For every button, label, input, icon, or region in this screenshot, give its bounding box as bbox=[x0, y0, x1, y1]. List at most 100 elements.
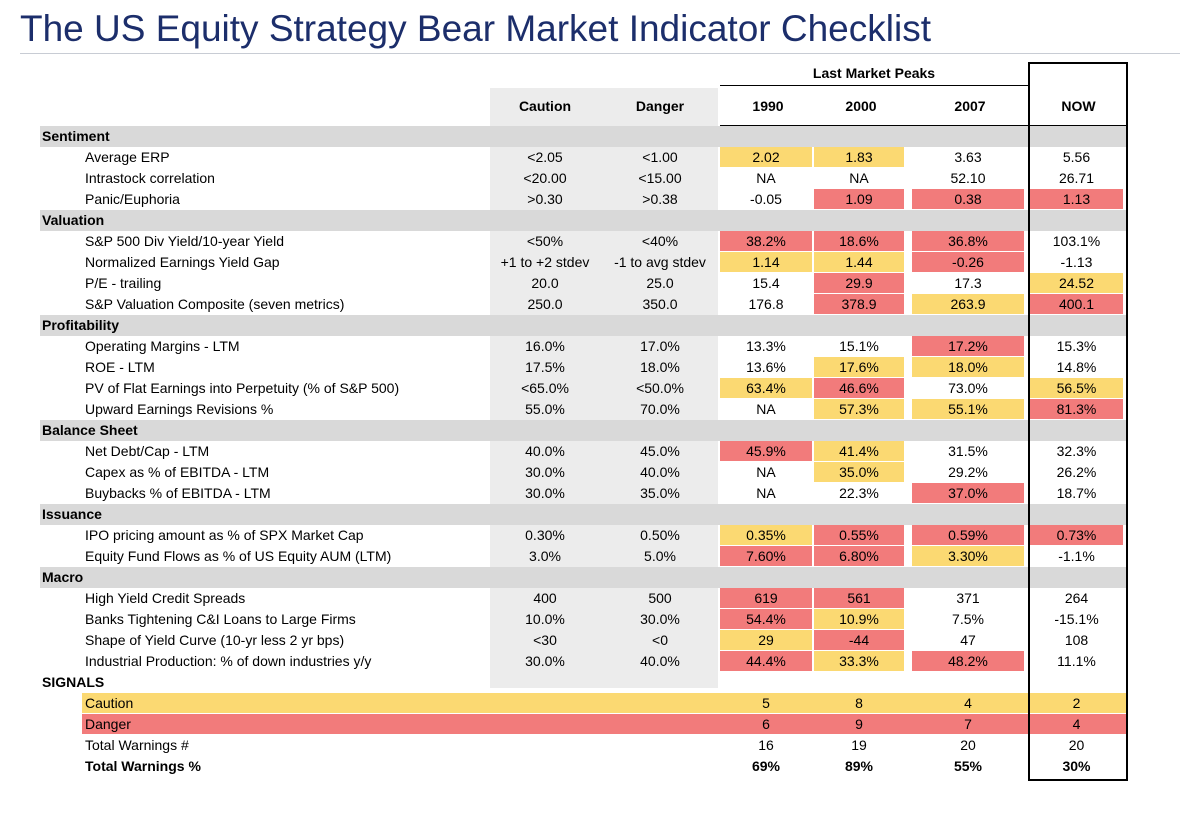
threshold-column-shading bbox=[490, 88, 718, 688]
column-header-2007: 2007 bbox=[954, 98, 986, 114]
value-now: 81.3% bbox=[1030, 399, 1123, 419]
value-now: 264 bbox=[1064, 590, 1089, 606]
danger-threshold: <1.00 bbox=[642, 149, 678, 165]
caution-threshold: 30.0% bbox=[525, 653, 565, 669]
value-1990: 619 bbox=[720, 588, 812, 608]
now-column-border-left bbox=[1028, 62, 1030, 779]
value-now: 24.52 bbox=[1030, 273, 1123, 293]
value-2000: 57.3% bbox=[814, 399, 904, 419]
signal-2000: 9 bbox=[855, 716, 863, 732]
value-now: 1.13 bbox=[1030, 189, 1123, 209]
value-1990: 13.3% bbox=[746, 338, 786, 354]
value-1990: 29 bbox=[720, 630, 812, 650]
value-1990: 44.4% bbox=[720, 651, 812, 671]
header-underline bbox=[720, 125, 1126, 126]
signal-2007: 20 bbox=[960, 737, 976, 753]
signal-label: Caution bbox=[85, 695, 134, 711]
caution-threshold: 400 bbox=[533, 590, 557, 606]
value-2007: 55.1% bbox=[912, 399, 1024, 419]
section-bar bbox=[40, 672, 1127, 693]
caution-threshold: 30.0% bbox=[525, 485, 565, 501]
page-title: The US Equity Strategy Bear Market Indic… bbox=[20, 8, 931, 49]
value-2007: 36.8% bbox=[912, 231, 1024, 251]
value-1990: 7.60% bbox=[720, 546, 812, 566]
indicator-label: Equity Fund Flows as % of US Equity AUM … bbox=[85, 548, 392, 564]
value-2000: 18.6% bbox=[814, 231, 904, 251]
signal-1990: 6 bbox=[762, 716, 770, 732]
danger-threshold: <50.0% bbox=[636, 380, 684, 396]
value-2000: 35.0% bbox=[814, 462, 904, 482]
section-bar bbox=[40, 504, 1127, 525]
value-now: -1.13 bbox=[1060, 254, 1093, 270]
value-1990: 13.6% bbox=[746, 359, 786, 375]
indicator-label: Net Debt/Cap - LTM bbox=[85, 443, 210, 459]
danger-threshold: 350.0 bbox=[642, 296, 678, 312]
caution-threshold: 0.30% bbox=[525, 527, 565, 543]
value-1990: 1.14 bbox=[720, 252, 812, 272]
signal-2007: 7 bbox=[964, 716, 972, 732]
value-now: -1.1% bbox=[1058, 548, 1095, 564]
section-title: Profitability bbox=[42, 317, 120, 333]
danger-threshold: 30.0% bbox=[640, 611, 680, 627]
signal-label: Danger bbox=[85, 716, 131, 732]
value-2000: 29.9 bbox=[814, 273, 904, 293]
value-2007: 263.9 bbox=[912, 294, 1024, 314]
value-1990: 45.9% bbox=[720, 441, 812, 461]
value-2007: 47 bbox=[960, 632, 976, 648]
danger-threshold: 45.0% bbox=[640, 443, 680, 459]
signal-label: Total Warnings # bbox=[85, 737, 189, 753]
value-2000: 6.80% bbox=[814, 546, 904, 566]
danger-threshold: 500 bbox=[648, 590, 672, 606]
value-2007: 17.3 bbox=[954, 275, 982, 291]
header-group-label: Last Market Peaks bbox=[812, 65, 936, 81]
value-now: 26.71 bbox=[1058, 170, 1095, 186]
value-2000: 33.3% bbox=[814, 651, 904, 671]
value-2007: 3.63 bbox=[954, 149, 982, 165]
danger-threshold: 25.0 bbox=[646, 275, 674, 291]
signal-now: 2 bbox=[1072, 695, 1081, 711]
section-bar bbox=[40, 567, 1127, 588]
caution-threshold: 55.0% bbox=[525, 401, 565, 417]
value-now: 18.7% bbox=[1056, 485, 1097, 501]
indicator-label: PV of Flat Earnings into Perpetuity (% o… bbox=[85, 380, 400, 396]
caution-threshold: +1 to +2 stdev bbox=[500, 254, 590, 270]
value-2007: 29.2% bbox=[948, 464, 988, 480]
signal-now: 4 bbox=[1072, 716, 1081, 732]
danger-threshold: 40.0% bbox=[640, 464, 680, 480]
value-2000: 17.6% bbox=[814, 357, 904, 377]
signal-2000: 89% bbox=[844, 758, 874, 774]
value-2000: 1.83 bbox=[814, 147, 904, 167]
section-title: Valuation bbox=[42, 212, 105, 228]
value-2000: 15.1% bbox=[839, 338, 879, 354]
indicator-label: Intrastock correlation bbox=[85, 170, 215, 186]
indicator-label: Upward Earnings Revisions % bbox=[85, 401, 274, 417]
value-2000: 0.55% bbox=[814, 525, 904, 545]
value-1990: 15.4 bbox=[752, 275, 780, 291]
indicator-label: Industrial Production: % of down industr… bbox=[85, 653, 372, 669]
signal-label: Total Warnings % bbox=[85, 758, 201, 774]
section-bar bbox=[40, 126, 1127, 147]
signal-now: 30% bbox=[1062, 758, 1091, 774]
value-now: 32.3% bbox=[1056, 443, 1097, 459]
danger-threshold: 70.0% bbox=[640, 401, 680, 417]
signal-row-band bbox=[82, 714, 1127, 734]
section-bar bbox=[40, 420, 1127, 441]
value-1990: NA bbox=[756, 464, 776, 480]
danger-threshold: <15.00 bbox=[638, 170, 682, 186]
signal-2000: 19 bbox=[851, 737, 867, 753]
value-2000: 22.3% bbox=[839, 485, 879, 501]
caution-threshold: 10.0% bbox=[525, 611, 565, 627]
indicator-label: Buybacks % of EBITDA - LTM bbox=[85, 485, 271, 501]
section-title: Macro bbox=[42, 569, 84, 585]
value-2007: 0.38 bbox=[912, 189, 1024, 209]
caution-threshold: 3.0% bbox=[529, 548, 561, 564]
indicator-label: Normalized Earnings Yield Gap bbox=[85, 254, 280, 270]
column-header-caution: Caution bbox=[518, 98, 572, 114]
value-now: -15.1% bbox=[1054, 611, 1099, 627]
caution-threshold: <50% bbox=[526, 233, 564, 249]
section-title: Sentiment bbox=[42, 128, 110, 144]
signal-1990: 16 bbox=[758, 737, 774, 753]
signal-now: 20 bbox=[1068, 737, 1085, 753]
value-2000: 1.44 bbox=[814, 252, 904, 272]
